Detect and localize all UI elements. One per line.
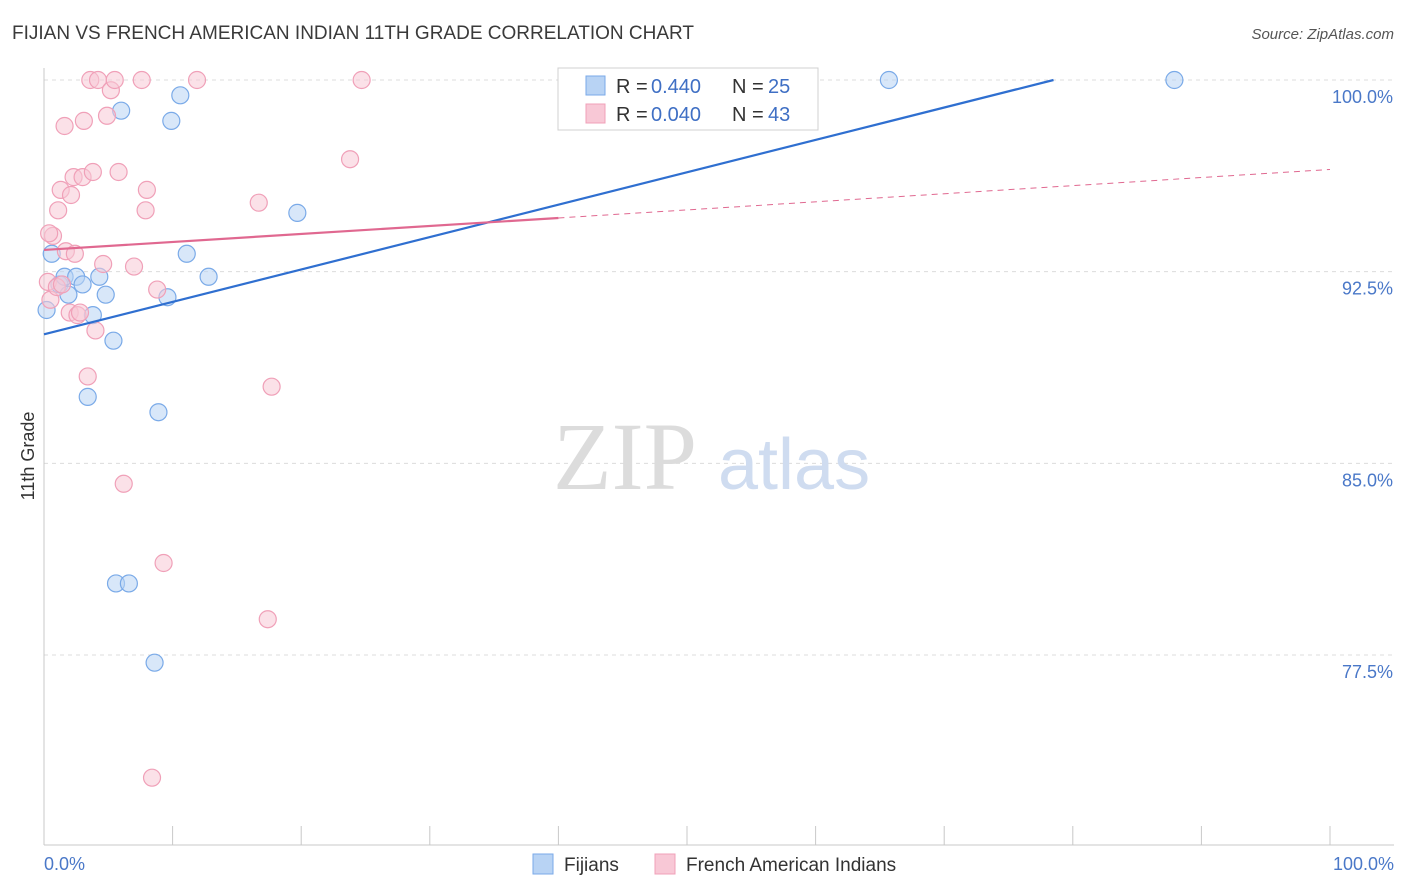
x-ticks xyxy=(43,826,1331,845)
trend-line-fijians xyxy=(43,78,1054,336)
series-legend-label-french-american-indians: French American Indians xyxy=(686,855,896,876)
point-fijians-13 xyxy=(119,574,138,593)
legend-n-label-0: N = xyxy=(732,76,764,98)
legend-r-value-1: 0.040 xyxy=(651,104,701,126)
point-french-american-indians-6 xyxy=(55,116,74,136)
point-french-american-indians-24 xyxy=(105,70,124,90)
chart-source: Source: ZipAtlas.com xyxy=(1251,26,1394,43)
point-fijians-16 xyxy=(149,403,168,422)
point-french-american-indians-9 xyxy=(61,185,81,205)
data-points xyxy=(37,70,1184,787)
series-legend: Fijians French American Indians xyxy=(532,853,896,876)
point-fijians-11 xyxy=(104,331,123,350)
axes xyxy=(43,68,1394,846)
point-french-american-indians-13 xyxy=(70,303,90,322)
point-french-american-indians-25 xyxy=(109,162,128,182)
point-french-american-indians-38 xyxy=(340,150,360,169)
legend-r-label-0: R = xyxy=(616,76,648,98)
point-french-american-indians-32 xyxy=(148,280,167,299)
point-french-american-indians-29 xyxy=(136,201,155,220)
point-french-american-indians-27 xyxy=(124,257,144,276)
point-french-american-indians-16 xyxy=(78,367,97,386)
y-tick-label-0: 100.0% xyxy=(1332,87,1393,107)
legend-swatch-fijians xyxy=(585,75,606,96)
point-fijians-21 xyxy=(199,267,218,286)
point-french-american-indians-11 xyxy=(65,244,84,263)
point-french-american-indians-39 xyxy=(352,70,371,90)
series-legend-label-fijians: Fijians xyxy=(564,855,619,876)
point-fijians-15 xyxy=(145,653,164,672)
x-tick-label-left: 0.0% xyxy=(44,854,85,874)
point-fijians-18 xyxy=(162,111,181,130)
chart-title: FIJIAN VS FRENCH AMERICAN INDIAN 11TH GR… xyxy=(12,23,694,44)
point-french-american-indians-37 xyxy=(262,377,281,396)
point-french-american-indians-42 xyxy=(52,275,72,294)
point-french-american-indians-15 xyxy=(74,111,93,130)
legend-n-value-0: 25 xyxy=(768,76,790,98)
watermark: ZIP atlas xyxy=(553,403,870,510)
point-fijians-20 xyxy=(177,244,196,263)
series-legend-swatch-fijians xyxy=(532,853,554,875)
y-tick-label-2: 85.0% xyxy=(1342,470,1393,490)
point-french-american-indians-4 xyxy=(49,201,68,220)
point-french-american-indians-22 xyxy=(97,106,117,125)
watermark-atlas: atlas xyxy=(718,425,870,505)
point-french-american-indians-21 xyxy=(94,254,113,274)
point-french-american-indians-30 xyxy=(137,180,156,199)
point-fijians-24 xyxy=(1165,70,1184,90)
point-fijians-23 xyxy=(879,70,899,90)
point-french-american-indians-19 xyxy=(86,321,105,340)
legend-swatch-french-american-indians xyxy=(585,103,606,124)
point-french-american-indians-33 xyxy=(154,553,173,573)
trend-lines xyxy=(43,78,1331,336)
point-fijians-22 xyxy=(288,203,307,222)
y-tick-labels: 100.0% 92.5% 85.0% 77.5% xyxy=(1332,87,1393,682)
point-fijians-19 xyxy=(171,86,190,105)
point-french-american-indians-41 xyxy=(40,224,59,243)
point-french-american-indians-28 xyxy=(132,70,151,90)
point-french-american-indians-26 xyxy=(114,474,133,493)
legend-r-value-0: 0.440 xyxy=(651,76,701,98)
point-fijians-7 xyxy=(78,387,97,406)
point-fijians-10 xyxy=(96,285,115,304)
legend-r-label-1: R = xyxy=(616,104,648,126)
y-tick-label-3: 77.5% xyxy=(1342,662,1393,682)
legend-n-value-1: 43 xyxy=(768,104,790,126)
y-axis-label: 11th Grade xyxy=(18,412,38,501)
point-french-american-indians-36 xyxy=(258,610,277,629)
x-tick-label-right: 100.0% xyxy=(1333,854,1394,874)
trend-line-extension-french-american-indians xyxy=(558,168,1331,219)
point-french-american-indians-35 xyxy=(249,193,268,212)
point-french-american-indians-18 xyxy=(83,162,102,182)
point-french-american-indians-34 xyxy=(187,70,207,90)
trend-line-french-american-indians xyxy=(43,216,559,252)
point-french-american-indians-31 xyxy=(142,768,162,787)
gridlines xyxy=(44,79,1394,656)
y-tick-label-1: 92.5% xyxy=(1342,279,1393,299)
series-legend-swatch-french-american-indians xyxy=(654,853,676,875)
point-fijians-6 xyxy=(73,275,92,294)
legend-n-label-1: N = xyxy=(732,104,764,126)
stats-legend: R = 0.440 N = 25 R = 0.040 N = 43 xyxy=(557,67,819,131)
watermark-zip: ZIP xyxy=(553,403,697,510)
